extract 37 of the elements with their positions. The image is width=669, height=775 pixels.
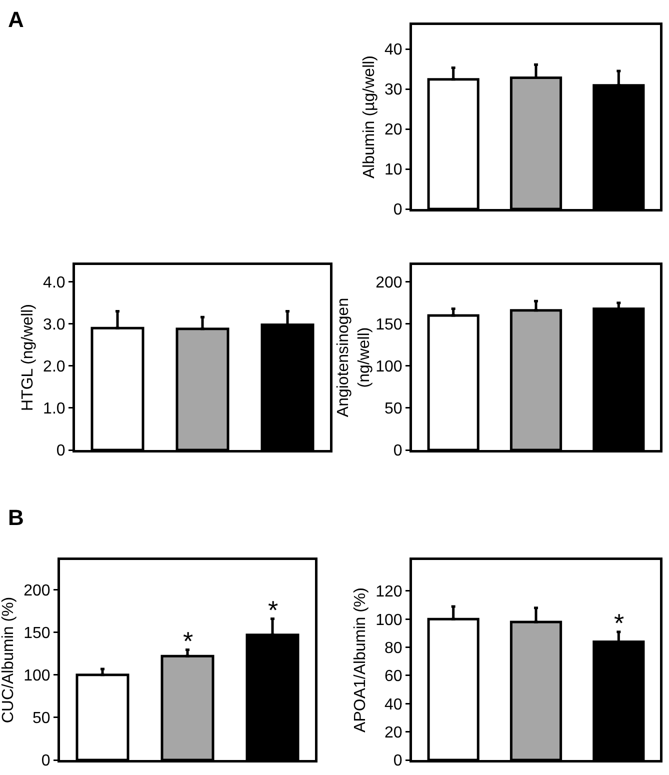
- y-tick-label: 0: [41, 752, 50, 770]
- text: A: [8, 7, 24, 32]
- y-tick-label: 60: [384, 668, 402, 686]
- y-tick-label: 2.0: [43, 358, 66, 376]
- y-axis-title: APOA1/Albumin (%): [352, 588, 370, 732]
- y-tick-label: 120: [376, 584, 402, 601]
- y-tick-label: 40: [384, 42, 402, 59]
- y-tick-label: 200: [24, 582, 50, 600]
- data-label: *: [268, 595, 278, 625]
- data-label: *: [183, 626, 194, 656]
- y-tick-label: 40: [384, 696, 402, 714]
- y-tick-label: 100: [376, 612, 402, 629]
- y-axis-title: HTGL (ng/well): [20, 304, 37, 411]
- y-tick-label: 3.0: [43, 316, 66, 334]
- y-axis-title: Angiotensinogen (ng/well): [335, 298, 373, 418]
- y-tick-label: 100: [24, 667, 50, 684]
- y-tick-label: 150: [24, 624, 50, 642]
- y-axis-title: Albumin (µg/well): [361, 55, 378, 179]
- data-label: *: [614, 608, 624, 638]
- y-tick-label: 150: [376, 316, 402, 334]
- y-tick-label: 50: [32, 710, 50, 728]
- y-tick-label: 0: [393, 752, 402, 770]
- y-tick-label: 50: [384, 400, 402, 418]
- y-axis-title: CUC/Albumin (%): [0, 596, 18, 724]
- y-tick-label: 30: [384, 82, 402, 99]
- text: B: [8, 505, 24, 530]
- y-tick-label: 100: [376, 358, 402, 376]
- y-tick-label: 10: [384, 162, 402, 179]
- y-tick-label: 0: [393, 202, 402, 219]
- y-tick-label: 20: [384, 122, 402, 139]
- y-tick-label: 1.0: [43, 400, 66, 418]
- y-tick-label: 4.0: [43, 274, 66, 292]
- y-tick-label: 0: [56, 442, 66, 460]
- y-tick-label: 80: [384, 640, 402, 657]
- y-tick-label: 0: [393, 442, 402, 460]
- y-tick-label: 200: [376, 274, 402, 292]
- y-tick-label: 20: [384, 724, 402, 742]
